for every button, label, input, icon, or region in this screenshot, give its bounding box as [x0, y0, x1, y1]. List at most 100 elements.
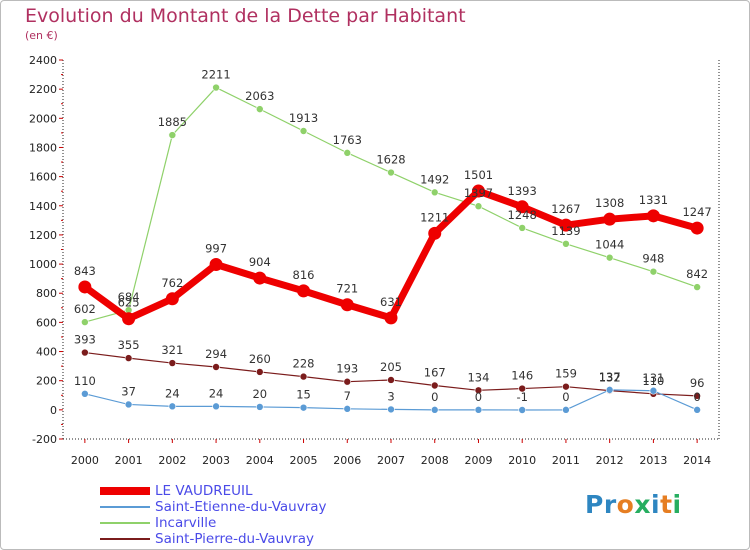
point-incarville	[299, 127, 308, 135]
data-label-le-vaudreuil: 631	[380, 295, 402, 309]
x-tick-label: 2009	[464, 454, 492, 467]
y-tick-label: 2000	[29, 112, 57, 125]
point-le-vaudreuil	[297, 284, 311, 298]
proxiti-logo: Proxiti	[585, 490, 682, 519]
legend-label: Incarville	[155, 515, 217, 531]
point-le-vaudreuil	[253, 271, 267, 285]
logo-letter: r	[603, 490, 617, 519]
data-label-incarville: 842	[686, 267, 708, 281]
data-label-saint-pierre-du-vauvray: 167	[424, 366, 446, 380]
data-label-incarville: 1885	[158, 115, 187, 129]
data-label-saint-pierre-du-vauvray: 134	[467, 370, 489, 384]
point-saint-etienne-du-vauvray	[430, 406, 439, 414]
logo-letter: i	[651, 490, 661, 519]
point-saint-etienne-du-vauvray	[518, 406, 527, 414]
data-label-incarville: 1913	[289, 111, 318, 125]
point-saint-pierre-du-vauvray	[81, 348, 89, 357]
point-incarville	[693, 283, 701, 291]
axes: -200020040060080010001200140016001800200…	[29, 54, 720, 467]
x-tick-label: 2007	[377, 454, 405, 467]
point-saint-etienne-du-vauvray	[255, 403, 264, 411]
legend-label: LE VAUDREUIL	[155, 483, 253, 499]
point-saint-etienne-du-vauvray	[299, 403, 308, 412]
point-saint-pierre-du-vauvray	[562, 382, 570, 391]
point-saint-etienne-du-vauvray	[474, 406, 483, 414]
x-tick-label: 2001	[115, 454, 143, 467]
data-label-saint-etienne-du-vauvray: 137	[599, 370, 621, 384]
data-label-incarville: 2063	[245, 89, 274, 103]
point-saint-pierre-du-vauvray	[430, 381, 439, 390]
data-label-incarville: 1397	[464, 186, 493, 200]
y-tick-label: 1400	[29, 200, 57, 213]
data-label-le-vaudreuil: 1501	[464, 168, 493, 182]
point-le-vaudreuil	[646, 209, 660, 223]
data-label-saint-etienne-du-vauvray: -1	[516, 390, 527, 404]
data-label-incarville: 1492	[420, 172, 449, 186]
point-saint-pierre-du-vauvray	[474, 386, 483, 395]
legend-swatch	[100, 506, 150, 508]
data-label-le-vaudreuil: 843	[74, 264, 96, 278]
data-label-saint-pierre-du-vauvray: 355	[118, 338, 140, 352]
data-label-le-vaudreuil: 1393	[508, 184, 537, 198]
data-label-saint-pierre-du-vauvray: 110	[642, 374, 664, 388]
legend-swatch	[100, 522, 150, 524]
data-label-saint-pierre-du-vauvray: 228	[293, 357, 315, 371]
point-saint-etienne-du-vauvray	[124, 400, 133, 409]
data-label-incarville: 948	[642, 252, 664, 266]
point-saint-pierre-du-vauvray	[299, 372, 308, 381]
data-label-saint-etienne-du-vauvray: 20	[252, 387, 267, 401]
point-saint-etienne-du-vauvray	[168, 402, 177, 411]
legend-label: Saint-Etienne-du-Vauvray	[155, 499, 327, 515]
point-incarville	[474, 202, 483, 211]
logo-letter: o	[616, 490, 635, 519]
point-saint-pierre-du-vauvray	[124, 354, 133, 362]
data-label-saint-pierre-du-vauvray: 294	[205, 347, 227, 361]
point-le-vaudreuil	[165, 292, 179, 306]
x-tick-label: 2003	[202, 454, 230, 467]
point-incarville	[518, 224, 527, 232]
data-label-saint-etienne-du-vauvray: 24	[209, 386, 224, 400]
data-label-le-vaudreuil: 1211	[420, 210, 449, 224]
data-label-saint-pierre-du-vauvray: 260	[249, 352, 271, 366]
data-label-le-vaudreuil: 1247	[682, 205, 711, 219]
data-label-saint-pierre-du-vauvray: 321	[161, 343, 183, 357]
x-tick-label: 2000	[71, 454, 99, 467]
data-label-incarville: 1044	[595, 238, 624, 252]
point-le-vaudreuil	[384, 311, 398, 325]
point-le-vaudreuil	[515, 200, 529, 214]
data-label-le-vaudreuil: 904	[249, 255, 271, 269]
data-label-saint-etienne-du-vauvray: 24	[165, 386, 180, 400]
legend-label: Saint-Pierre-du-Vauvray	[155, 531, 314, 547]
data-label-saint-etienne-du-vauvray: 0	[475, 390, 482, 404]
series-lines	[78, 83, 704, 414]
data-label-saint-etienne-du-vauvray: 0	[431, 390, 438, 404]
data-label-incarville: 1139	[551, 224, 580, 238]
point-incarville	[430, 188, 439, 197]
x-tick-label: 2014	[683, 454, 711, 467]
data-label-le-vaudreuil: 721	[336, 282, 358, 296]
legend-swatch	[100, 487, 150, 495]
x-tick-label: 2011	[552, 454, 580, 467]
point-incarville	[168, 131, 177, 139]
y-tick-label: 1200	[29, 229, 57, 242]
point-le-vaudreuil	[209, 258, 223, 272]
data-label-saint-pierre-du-vauvray: 132	[599, 371, 621, 385]
x-tick-label: 2013	[639, 454, 667, 467]
x-tick-label: 2006	[333, 454, 361, 467]
point-saint-pierre-du-vauvray	[343, 377, 352, 386]
point-le-vaudreuil	[122, 312, 136, 326]
y-tick-label: 1600	[29, 171, 57, 184]
point-incarville	[562, 240, 570, 248]
y-tick-label: 400	[36, 346, 57, 359]
point-le-vaudreuil	[603, 212, 617, 226]
point-incarville	[605, 253, 614, 262]
point-le-vaudreuil	[78, 280, 92, 294]
point-incarville	[343, 149, 352, 157]
point-saint-pierre-du-vauvray	[518, 384, 527, 393]
data-label-saint-etienne-du-vauvray: 0	[562, 390, 569, 404]
x-tick-label: 2005	[290, 454, 318, 467]
point-saint-etienne-du-vauvray	[693, 406, 701, 414]
point-saint-pierre-du-vauvray	[693, 392, 701, 400]
point-incarville	[81, 318, 89, 326]
point-incarville	[387, 168, 395, 177]
